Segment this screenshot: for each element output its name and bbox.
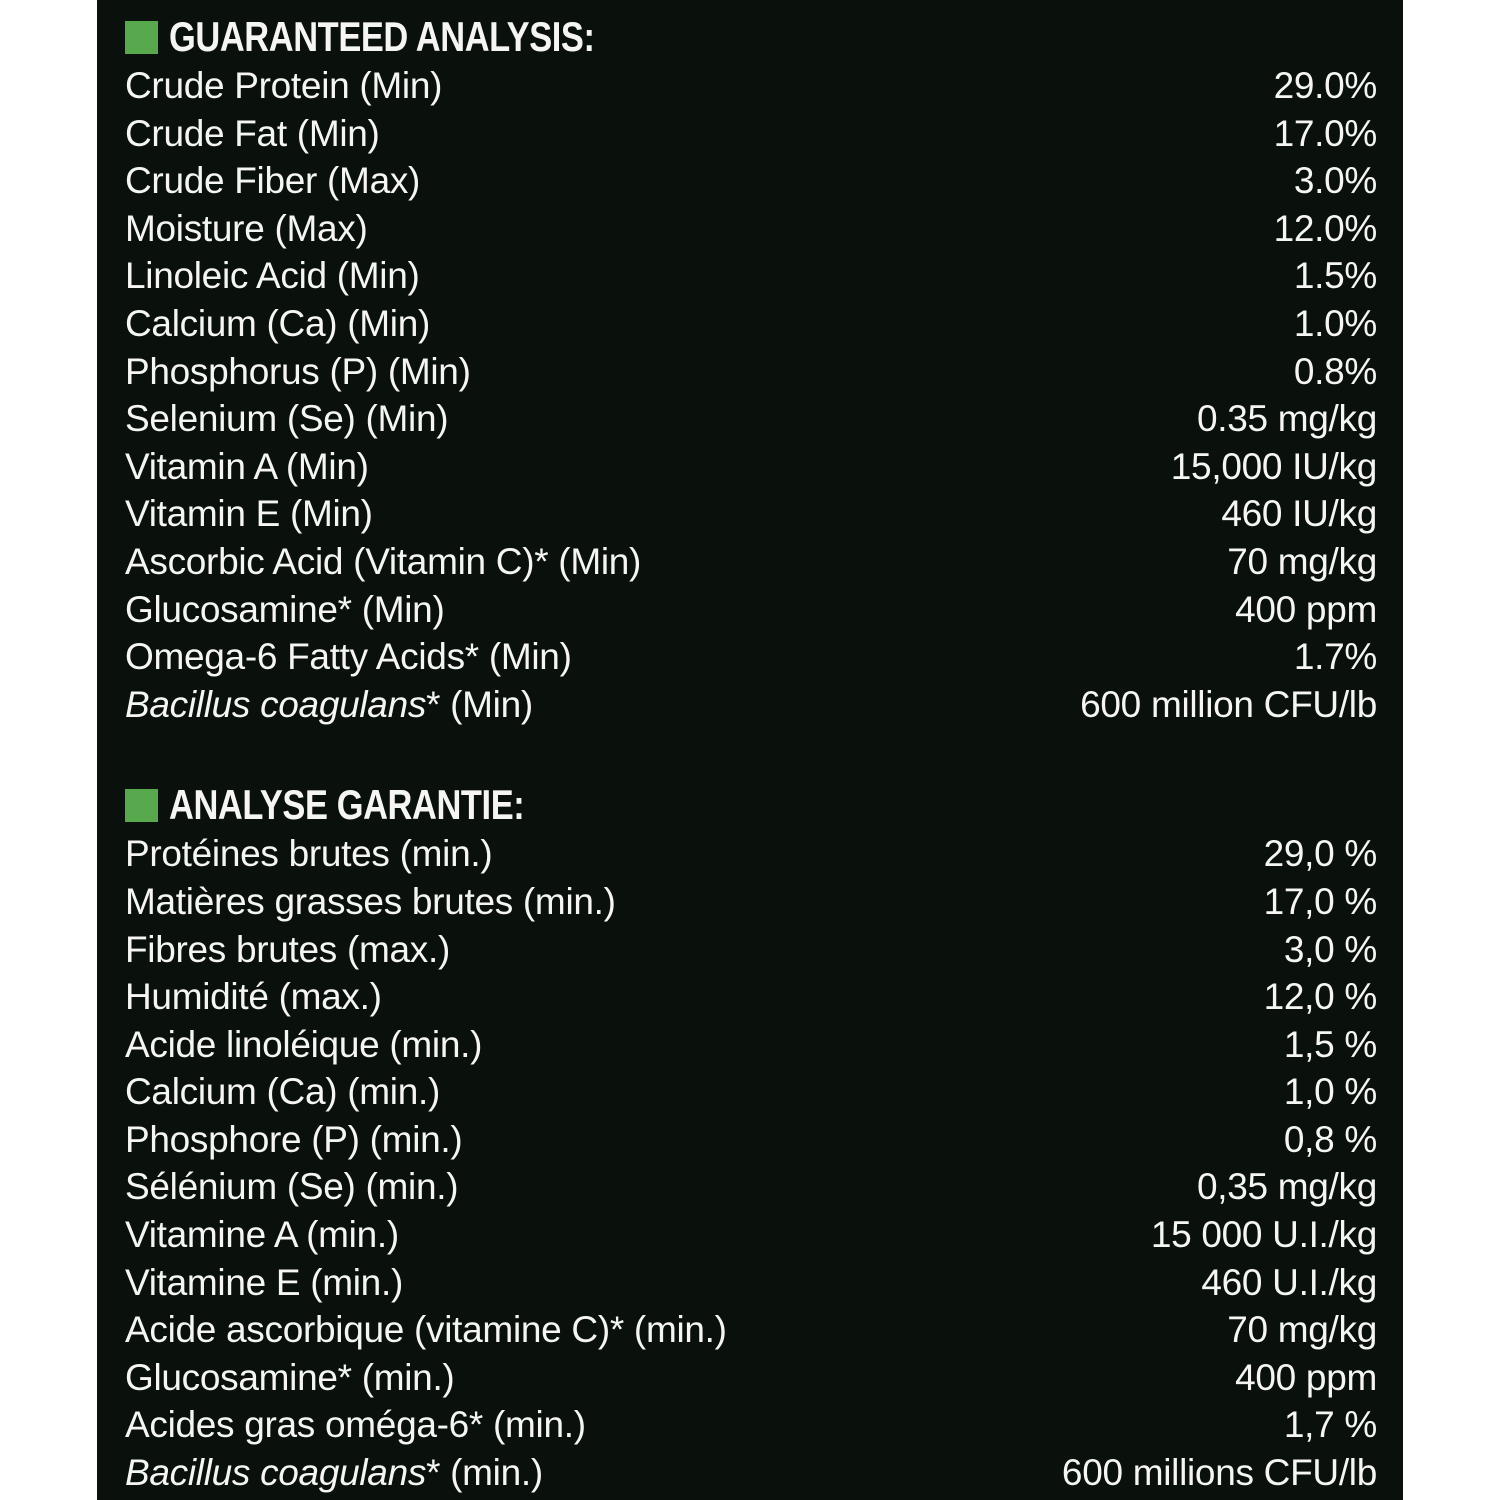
analysis-row: Sélénium (Se) (min.) 0,35 mg/kg: [125, 1163, 1377, 1211]
section-guaranteed-analysis: GUARANTEED ANALYSIS: Crude Protein (Min)…: [125, 12, 1377, 728]
row-value: 600 million CFU/lb: [1080, 683, 1377, 725]
row-label: Moisture (Max): [125, 207, 368, 249]
analysis-row: Protéines brutes (min.) 29,0 %: [125, 830, 1377, 878]
row-value: 1,7 %: [1283, 1404, 1377, 1446]
row-value: 1,0 %: [1283, 1071, 1377, 1113]
row-value: 15 000 U.I./kg: [1150, 1214, 1377, 1256]
analysis-rows-french: Protéines brutes (min.) 29,0 % Matières gr…: [125, 830, 1377, 1496]
row-label: Phosphorus (P) (Min): [125, 350, 471, 392]
analysis-row: Humidité (max.) 12,0 %: [125, 973, 1377, 1021]
row-value: 0.8%: [1293, 350, 1377, 392]
row-value: 17,0 %: [1263, 880, 1378, 922]
analysis-row: Linoleic Acid (Min) 1.5%: [125, 252, 1377, 300]
analysis-row: Acides gras oméga-6* (min.) 1,7 %: [125, 1401, 1377, 1449]
analysis-row: Moisture (Max) 12.0%: [125, 205, 1377, 253]
row-label: Glucosamine* (Min): [125, 588, 445, 630]
analysis-row: Fibres brutes (max.) 3,0 %: [125, 926, 1377, 974]
row-value: 400 ppm: [1235, 588, 1377, 630]
analysis-row: Calcium (Ca) (min.) 1,0 %: [125, 1068, 1377, 1116]
row-label: Selenium (Se) (Min): [125, 398, 449, 440]
analysis-row: Bacillus coagulans* (Min) 600 million CFU…: [125, 681, 1377, 729]
row-label: Glucosamine* (min.): [125, 1356, 455, 1398]
analysis-row: Omega-6 Fatty Acids* (Min) 1.7%: [125, 633, 1377, 681]
row-value: 70 mg/kg: [1227, 540, 1377, 582]
row-label: Bacillus coagulans* (Min): [125, 683, 533, 725]
row-value: 0.35 mg/kg: [1196, 398, 1377, 440]
analysis-row: Vitamin A (Min) 15,000 IU/kg: [125, 443, 1377, 491]
analysis-row: Crude Fiber (Max) 3.0%: [125, 157, 1377, 205]
row-label: Acide ascorbique (vitamine C)* (min.): [125, 1309, 727, 1351]
section-title-guaranteed-analysis: GUARANTEED ANALYSIS:: [169, 12, 688, 62]
row-value: 0,8 %: [1283, 1118, 1377, 1160]
analysis-row: Bacillus coagulans* (min.) 600 millions C…: [125, 1449, 1377, 1497]
row-value: 12,0 %: [1263, 976, 1378, 1018]
analysis-row: Matières grasses brutes (min.) 17,0 %: [125, 878, 1377, 926]
section-divider-gap: [125, 728, 1377, 780]
row-label: Omega-6 Fatty Acids* (Min): [125, 636, 572, 678]
row-label: Sélénium (Se) (min.): [125, 1166, 459, 1208]
row-value: 1.7%: [1293, 636, 1377, 678]
row-label: Crude Fiber (Max): [125, 160, 421, 202]
analysis-row: Phosphore (P) (min.) 0,8 %: [125, 1116, 1377, 1164]
analysis-row: Acide ascorbique (vitamine C)* (min.) 70 …: [125, 1306, 1377, 1354]
row-value: 12.0%: [1273, 207, 1378, 249]
row-value: 1.0%: [1293, 302, 1377, 344]
row-label: Crude Protein (Min): [125, 65, 443, 106]
row-value: 29.0%: [1273, 65, 1378, 106]
analysis-row: Crude Fat (Min) 17.0%: [125, 110, 1377, 158]
analysis-row: Phosphorus (P) (Min) 0.8%: [125, 348, 1377, 396]
analysis-row: Crude Protein (Min) 29.0%: [125, 62, 1377, 110]
row-value: 70 mg/kg: [1227, 1309, 1377, 1351]
section-header: GUARANTEED ANALYSIS:: [125, 12, 1377, 62]
row-value: 3.0%: [1293, 160, 1377, 202]
section-title-text: ANALYSE GARANTIE:: [169, 781, 525, 829]
section-analyse-garantie: ANALYSE GARANTIE: Protéines brutes (min.…: [125, 780, 1377, 1496]
row-label: Matières grasses brutes (min.): [125, 880, 616, 922]
row-label: Crude Fat (Min): [125, 112, 380, 154]
section-title-analyse-garantie: ANALYSE GARANTIE:: [169, 780, 602, 830]
row-label: Protéines brutes (min.): [125, 833, 493, 875]
row-value: 15,000 IU/kg: [1170, 445, 1378, 487]
analysis-row: Glucosamine* (min.) 400 ppm: [125, 1354, 1377, 1402]
row-value: 17.0%: [1273, 112, 1378, 154]
row-label: Vitamin E (Min): [125, 493, 373, 535]
row-value: 0,35 mg/kg: [1196, 1166, 1377, 1208]
row-label: Linoleic Acid (Min): [125, 255, 420, 297]
analysis-row: Vitamine E (min.) 460 U.I./kg: [125, 1259, 1377, 1307]
green-bullet-icon: [125, 20, 158, 54]
analysis-rows-english: Crude Protein (Min) 29.0% Crude Fat (Min) 1…: [125, 62, 1377, 728]
row-value: 460 IU/kg: [1221, 493, 1377, 535]
row-value: 460 U.I./kg: [1201, 1261, 1377, 1303]
row-value: 1,5 %: [1283, 1023, 1377, 1065]
row-value: 400 ppm: [1235, 1356, 1377, 1398]
row-label: Humidité (max.): [125, 976, 382, 1018]
row-label: Fibres brutes (max.): [125, 928, 451, 970]
analysis-row: Selenium (Se) (Min) 0.35 mg/kg: [125, 395, 1377, 443]
analysis-row: Vitamin E (Min) 460 IU/kg: [125, 490, 1377, 538]
row-label: Ascorbic Acid (Vitamin C)* (Min): [125, 540, 642, 582]
green-bullet-icon: [125, 788, 158, 822]
row-value: 29,0 %: [1263, 833, 1378, 875]
row-label: Calcium (Ca) (min.): [125, 1071, 440, 1113]
analysis-row: Vitamine A (min.) 15 000 U.I./kg: [125, 1211, 1377, 1259]
row-label: Calcium (Ca) (Min): [125, 302, 430, 344]
row-value: 3,0 %: [1283, 928, 1377, 970]
row-label: Vitamine A (min.): [125, 1214, 399, 1256]
row-label: Vitamin A (Min): [125, 445, 369, 487]
analysis-row: Glucosamine* (Min) 400 ppm: [125, 586, 1377, 634]
section-title-text: GUARANTEED ANALYSIS:: [169, 13, 595, 60]
analysis-row: Acide linoléique (min.) 1,5 %: [125, 1021, 1377, 1069]
row-label: Phosphore (P) (min.): [125, 1118, 463, 1160]
label-panel: GUARANTEED ANALYSIS: Crude Protein (Min)…: [97, 0, 1403, 1500]
row-label: Acides gras oméga-6* (min.): [125, 1404, 586, 1446]
row-label: Bacillus coagulans* (min.): [125, 1452, 543, 1494]
row-value: 1.5%: [1293, 255, 1377, 297]
row-value: 600 millions CFU/lb: [1061, 1452, 1377, 1494]
row-label: Acide linoléique (min.): [125, 1023, 483, 1065]
row-label: Vitamine E (min.): [125, 1261, 403, 1303]
section-header: ANALYSE GARANTIE:: [125, 780, 1377, 830]
analysis-row: Ascorbic Acid (Vitamin C)* (Min) 70 mg/kg: [125, 538, 1377, 586]
analysis-row: Calcium (Ca) (Min) 1.0%: [125, 300, 1377, 348]
